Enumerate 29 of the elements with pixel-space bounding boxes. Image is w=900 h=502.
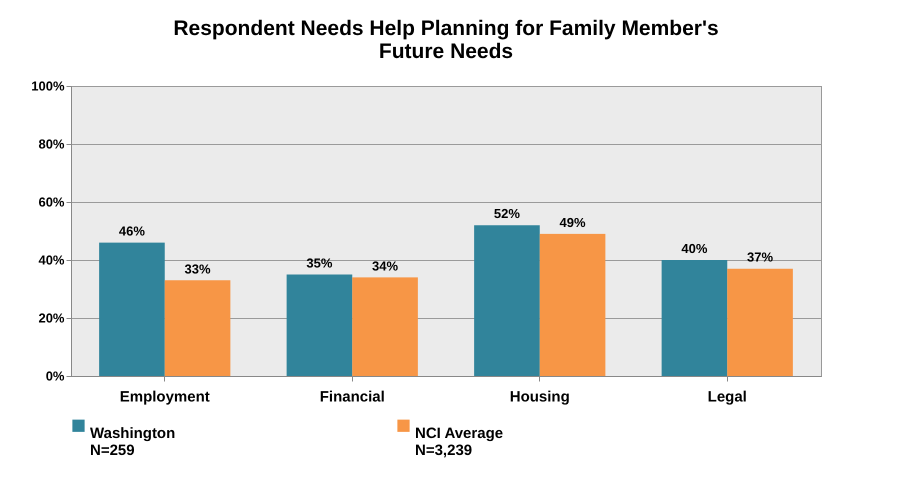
y-tick-label: 20%: [38, 310, 65, 326]
bar: [662, 260, 728, 376]
text: 33%: [184, 261, 211, 276]
y-tick-label: 100%: [31, 78, 65, 94]
y-tick-label: 80%: [38, 136, 65, 152]
x-tick-label: Housing: [510, 388, 570, 406]
text: 35%: [306, 256, 332, 270]
chart-title: Respondent Needs Help Planning for Family Member's Future Needs: [173, 17, 719, 63]
x-tick-label: Employment: [120, 388, 210, 406]
bar: [727, 268, 793, 376]
text: 40%: [681, 241, 708, 256]
y-tick-label: 60%: [38, 194, 65, 210]
text: 49%: [560, 214, 586, 230]
legend-label: Washington N=259: [90, 424, 176, 459]
x-tick-label: Financial: [320, 388, 385, 406]
bar: [352, 277, 418, 376]
y-tick-label: 0%: [46, 368, 65, 384]
y-tick-label: 40%: [38, 252, 65, 268]
bar: [164, 280, 230, 376]
text: 37%: [747, 250, 774, 265]
x-tick-label: Legal: [708, 388, 747, 406]
text: 46%: [118, 224, 145, 239]
legend-label: NCI Average N=3,239: [415, 424, 504, 459]
text: 52%: [494, 206, 520, 222]
text: 34%: [372, 258, 398, 274]
bar: [540, 234, 606, 376]
bar: [474, 225, 540, 376]
bar: [286, 274, 352, 376]
bar: [99, 242, 165, 376]
